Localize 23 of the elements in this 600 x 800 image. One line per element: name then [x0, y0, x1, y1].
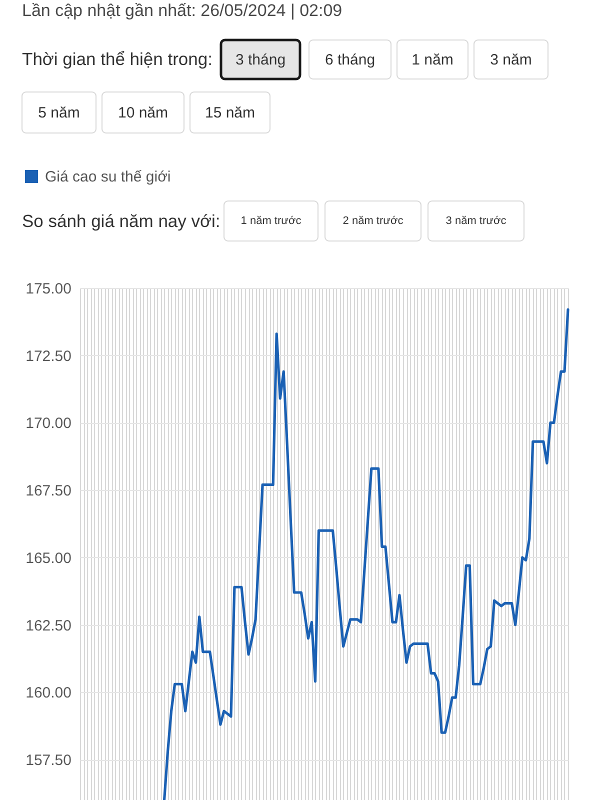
text: 10 năm: [118, 104, 168, 122]
y-tick-label: 160.00: [26, 684, 72, 702]
text: 3 tháng: [235, 52, 286, 68]
y-tick-label: 175.00: [26, 280, 72, 298]
text: 5 năm: [38, 104, 80, 122]
y-tick-label: 162.50: [26, 617, 72, 634]
text: 1 năm: [412, 52, 454, 68]
legend-label: Giá cao su thế giới: [45, 168, 171, 186]
line-series: [162, 308, 570, 800]
text: So sánh giá năm nay với:: [22, 211, 220, 231]
text: 15 năm: [204, 104, 256, 122]
text: Thời gian thể hiện trong:: [22, 49, 212, 69]
text: 3 năm: [490, 52, 532, 68]
text: 6 tháng: [324, 52, 376, 68]
y-tick-label: 157.50: [26, 752, 72, 770]
text: 1 năm trước: [240, 215, 302, 227]
y-tick-label: 170.00: [26, 415, 72, 432]
y-tick-label: 172.50: [26, 348, 72, 365]
text: 2 năm trước: [342, 215, 404, 227]
text: 3 năm trước: [446, 215, 507, 227]
y-tick-label: 165.00: [26, 550, 72, 567]
y-tick-label: 167.50: [26, 482, 72, 500]
text: Lần cập nhật gần nhất: 26/05/2024 | 02:09: [22, 1, 342, 20]
